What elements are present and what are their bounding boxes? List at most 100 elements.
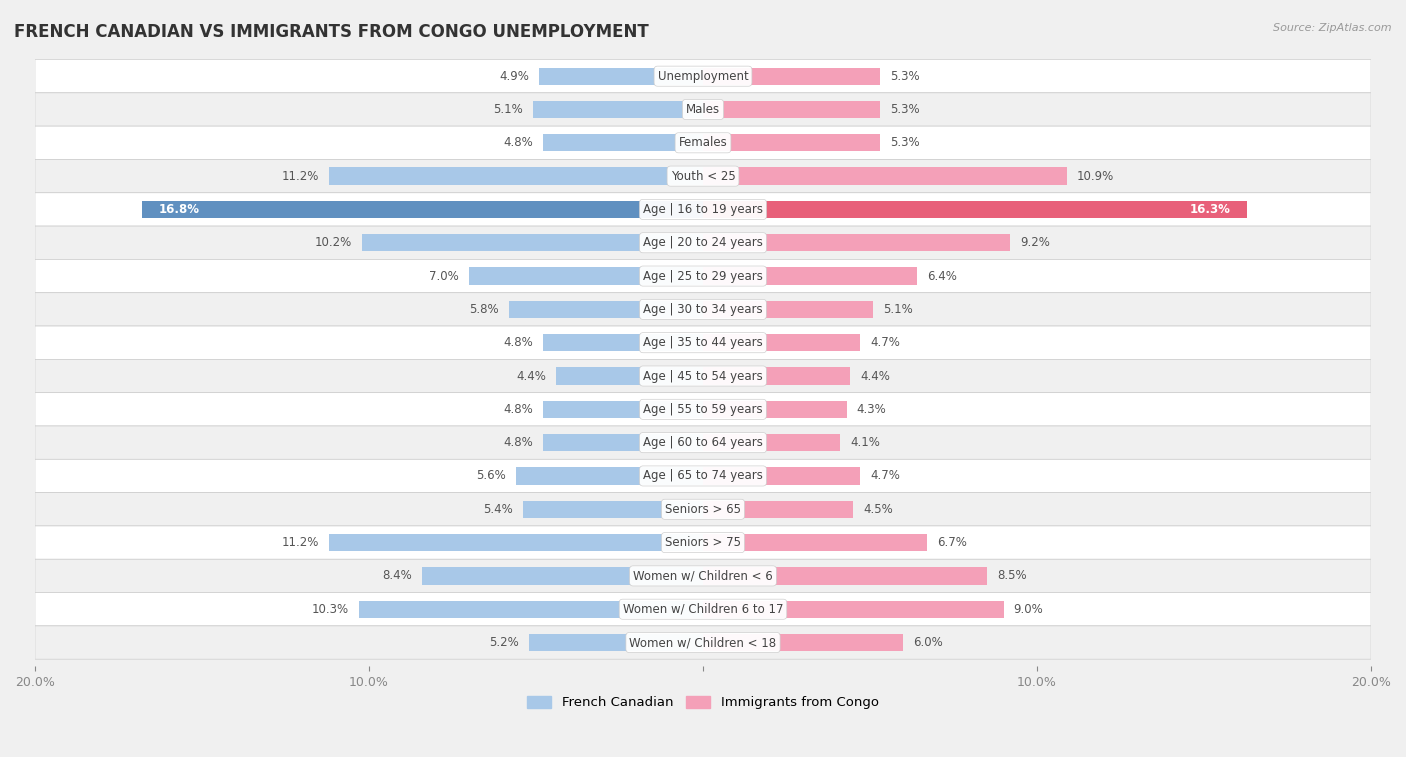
FancyBboxPatch shape	[35, 293, 1371, 326]
Text: 6.7%: 6.7%	[936, 536, 967, 549]
Bar	[543, 334, 703, 351]
Text: 5.4%: 5.4%	[482, 503, 513, 516]
FancyBboxPatch shape	[35, 626, 1371, 659]
Text: 5.8%: 5.8%	[470, 303, 499, 316]
Text: 16.8%: 16.8%	[159, 203, 200, 216]
Bar	[523, 500, 703, 518]
Bar	[703, 600, 1004, 618]
FancyBboxPatch shape	[35, 459, 1371, 493]
Bar	[516, 467, 703, 484]
Text: 7.0%: 7.0%	[429, 269, 460, 282]
Text: Age | 45 to 54 years: Age | 45 to 54 years	[643, 369, 763, 382]
FancyBboxPatch shape	[35, 60, 1371, 93]
Text: Males: Males	[686, 103, 720, 116]
Text: Women w/ Children < 18: Women w/ Children < 18	[630, 636, 776, 649]
Text: Seniors > 75: Seniors > 75	[665, 536, 741, 549]
FancyBboxPatch shape	[35, 593, 1371, 626]
FancyBboxPatch shape	[35, 393, 1371, 426]
Text: FRENCH CANADIAN VS IMMIGRANTS FROM CONGO UNEMPLOYMENT: FRENCH CANADIAN VS IMMIGRANTS FROM CONGO…	[14, 23, 648, 41]
Bar	[422, 567, 703, 584]
Bar	[703, 434, 839, 451]
Bar	[703, 101, 880, 118]
Text: Unemployment: Unemployment	[658, 70, 748, 83]
Bar	[703, 201, 1247, 218]
Bar	[470, 267, 703, 285]
Text: 8.5%: 8.5%	[997, 569, 1026, 582]
Bar	[703, 534, 927, 551]
Bar	[703, 500, 853, 518]
Text: 11.2%: 11.2%	[281, 536, 319, 549]
Text: 10.9%: 10.9%	[1077, 170, 1115, 182]
FancyBboxPatch shape	[35, 493, 1371, 526]
Text: 4.4%: 4.4%	[516, 369, 546, 382]
Text: 4.1%: 4.1%	[851, 436, 880, 449]
Bar	[329, 534, 703, 551]
Text: 4.3%: 4.3%	[856, 403, 886, 416]
Text: Source: ZipAtlas.com: Source: ZipAtlas.com	[1274, 23, 1392, 33]
Text: 4.7%: 4.7%	[870, 336, 900, 349]
Text: 5.3%: 5.3%	[890, 136, 920, 149]
Text: 5.6%: 5.6%	[477, 469, 506, 482]
Bar	[543, 400, 703, 418]
Text: Age | 16 to 19 years: Age | 16 to 19 years	[643, 203, 763, 216]
FancyBboxPatch shape	[35, 426, 1371, 459]
Bar	[703, 567, 987, 584]
Text: Age | 25 to 29 years: Age | 25 to 29 years	[643, 269, 763, 282]
Bar	[703, 334, 860, 351]
Bar	[329, 167, 703, 185]
Text: Females: Females	[679, 136, 727, 149]
Text: Youth < 25: Youth < 25	[671, 170, 735, 182]
Bar	[703, 167, 1067, 185]
Bar	[543, 134, 703, 151]
Bar	[703, 367, 851, 385]
Bar	[529, 634, 703, 651]
Text: Women w/ Children 6 to 17: Women w/ Children 6 to 17	[623, 603, 783, 615]
Bar	[703, 234, 1011, 251]
Text: Women w/ Children < 6: Women w/ Children < 6	[633, 569, 773, 582]
Text: 4.4%: 4.4%	[860, 369, 890, 382]
Text: 4.7%: 4.7%	[870, 469, 900, 482]
Bar	[703, 400, 846, 418]
Text: 9.0%: 9.0%	[1014, 603, 1043, 615]
Bar	[359, 600, 703, 618]
Text: Age | 60 to 64 years: Age | 60 to 64 years	[643, 436, 763, 449]
Bar	[543, 434, 703, 451]
Text: Age | 55 to 59 years: Age | 55 to 59 years	[643, 403, 763, 416]
FancyBboxPatch shape	[35, 559, 1371, 593]
Text: 4.8%: 4.8%	[503, 136, 533, 149]
Legend: French Canadian, Immigrants from Congo: French Canadian, Immigrants from Congo	[522, 690, 884, 715]
FancyBboxPatch shape	[35, 93, 1371, 126]
Text: 5.3%: 5.3%	[890, 103, 920, 116]
Bar	[363, 234, 703, 251]
Text: Age | 30 to 34 years: Age | 30 to 34 years	[643, 303, 763, 316]
Bar	[703, 134, 880, 151]
Bar	[555, 367, 703, 385]
Text: 5.2%: 5.2%	[489, 636, 519, 649]
Text: 6.0%: 6.0%	[914, 636, 943, 649]
Bar	[703, 301, 873, 318]
Bar	[509, 301, 703, 318]
Text: 9.2%: 9.2%	[1021, 236, 1050, 249]
Text: 6.4%: 6.4%	[927, 269, 956, 282]
Bar	[703, 67, 880, 85]
Bar	[703, 467, 860, 484]
Bar	[540, 67, 703, 85]
FancyBboxPatch shape	[35, 226, 1371, 260]
Text: 8.4%: 8.4%	[382, 569, 412, 582]
Text: 10.3%: 10.3%	[312, 603, 349, 615]
Text: Seniors > 65: Seniors > 65	[665, 503, 741, 516]
FancyBboxPatch shape	[35, 526, 1371, 559]
Bar	[533, 101, 703, 118]
Text: Age | 20 to 24 years: Age | 20 to 24 years	[643, 236, 763, 249]
Text: 4.5%: 4.5%	[863, 503, 893, 516]
Text: 10.2%: 10.2%	[315, 236, 353, 249]
Text: 5.1%: 5.1%	[494, 103, 523, 116]
Text: 11.2%: 11.2%	[281, 170, 319, 182]
FancyBboxPatch shape	[35, 360, 1371, 393]
FancyBboxPatch shape	[35, 193, 1371, 226]
Text: 4.8%: 4.8%	[503, 336, 533, 349]
Text: 5.1%: 5.1%	[883, 303, 912, 316]
Text: Age | 65 to 74 years: Age | 65 to 74 years	[643, 469, 763, 482]
Text: 5.3%: 5.3%	[890, 70, 920, 83]
Text: Age | 35 to 44 years: Age | 35 to 44 years	[643, 336, 763, 349]
